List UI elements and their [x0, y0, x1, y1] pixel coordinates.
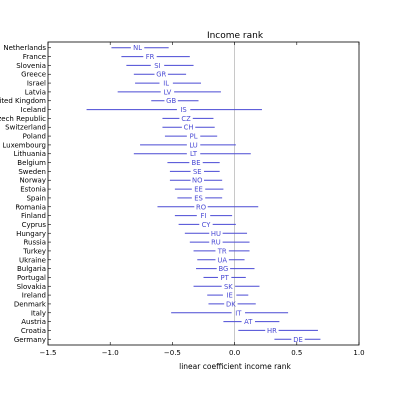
- point-label-lt: LT: [190, 150, 198, 158]
- y-tick-label: Finland: [21, 212, 46, 220]
- y-tick-label: Romania: [15, 203, 46, 211]
- point-label-cz: CZ: [181, 115, 191, 123]
- point-label-hr: HR: [267, 327, 277, 335]
- x-axis-label: linear coefficient income rank: [179, 362, 291, 371]
- y-tick-label: Italy: [31, 309, 46, 317]
- point-label-lv: LV: [164, 88, 172, 96]
- point-label-no: NO: [192, 177, 202, 185]
- point-label-de: DE: [293, 336, 303, 344]
- y-tick-label: France: [23, 53, 46, 61]
- y-tick-label: Denmark: [14, 300, 47, 308]
- y-tick-label: Hungary: [16, 230, 46, 238]
- chart-title: Income rank: [207, 31, 264, 41]
- y-tick-label: Estonia: [20, 186, 46, 194]
- y-tick-label: Croatia: [21, 327, 46, 335]
- y-tick-label: Netherlands: [3, 44, 46, 52]
- point-label-es: ES: [194, 194, 203, 202]
- y-tick-label: Austria: [21, 318, 46, 326]
- point-label-nl: NL: [133, 44, 142, 52]
- y-tick-label: Poland: [23, 133, 46, 141]
- x-tick-label: 0.5: [291, 349, 302, 357]
- y-tick-label: Spain: [26, 194, 46, 202]
- y-tick-label: Lithuania: [14, 150, 46, 158]
- y-tick-label: Slovenia: [16, 62, 46, 70]
- point-label-ch: CH: [184, 124, 194, 132]
- point-label-si: SI: [154, 62, 160, 70]
- x-tick-label: −0.5: [164, 349, 181, 357]
- plot-area: NLNetherlandsFRFranceSISloveniaGRGreeceI…: [0, 41, 365, 357]
- point-label-ua: UA: [217, 256, 227, 264]
- y-tick-label: Switzerland: [5, 124, 46, 132]
- point-label-gr: GR: [156, 71, 166, 79]
- point-label-fi: FI: [201, 212, 207, 220]
- y-tick-label: Czech Republic: [0, 115, 46, 123]
- point-label-bg: BG: [218, 265, 228, 273]
- point-label-at: AT: [244, 318, 253, 326]
- point-label-tr: TR: [217, 247, 227, 255]
- point-label-pt: PT: [221, 274, 230, 282]
- point-label-pl: PL: [190, 133, 198, 141]
- x-tick-label: −1.0: [102, 349, 119, 357]
- y-tick-label: Belgium: [17, 159, 46, 167]
- y-tick-label: Sweden: [18, 168, 46, 176]
- y-tick-label: United Kingdom: [0, 97, 46, 105]
- point-label-is: IS: [180, 106, 186, 114]
- point-label-ru: RU: [211, 239, 221, 247]
- plot-frame: [47, 41, 360, 346]
- point-label-se: SE: [193, 168, 202, 176]
- point-label-il: IL: [163, 80, 169, 88]
- y-tick-label: Germany: [14, 336, 46, 344]
- y-tick-label: Israel: [27, 80, 46, 88]
- point-label-lu: LU: [189, 141, 197, 149]
- y-tick-label: Bulgaria: [17, 265, 46, 273]
- point-label-ie: IE: [226, 292, 232, 300]
- x-tick-label: −1.5: [40, 349, 57, 357]
- point-label-ro: RO: [196, 203, 206, 211]
- y-tick-label: Turkey: [22, 247, 46, 255]
- x-tick-label: 1.0: [353, 349, 364, 357]
- point-label-fr: FR: [146, 53, 155, 61]
- point-label-hu: HU: [211, 230, 221, 238]
- y-tick-label: Ukraine: [19, 256, 46, 264]
- y-tick-label: Norway: [19, 177, 46, 185]
- point-label-be: BE: [192, 159, 201, 167]
- y-tick-label: Cyprus: [22, 221, 47, 229]
- point-label-cy: CY: [202, 221, 212, 229]
- point-label-it: IT: [235, 309, 242, 317]
- point-label-gb: GB: [166, 97, 176, 105]
- y-tick-label: Latvia: [25, 88, 46, 96]
- y-tick-label: Ireland: [22, 292, 46, 300]
- y-tick-label: Portugal: [17, 274, 46, 282]
- y-tick-label: Slovakia: [17, 283, 46, 291]
- point-label-sk: SK: [224, 283, 233, 291]
- point-label-ee: EE: [194, 186, 203, 194]
- y-tick-label: Iceland: [21, 106, 46, 114]
- point-label-dk: DK: [226, 300, 236, 308]
- y-tick-label: Russia: [23, 239, 46, 247]
- y-tick-label: Luxembourg: [2, 141, 46, 149]
- y-tick-label: Greece: [21, 71, 46, 79]
- x-tick-label: 0.0: [229, 349, 240, 357]
